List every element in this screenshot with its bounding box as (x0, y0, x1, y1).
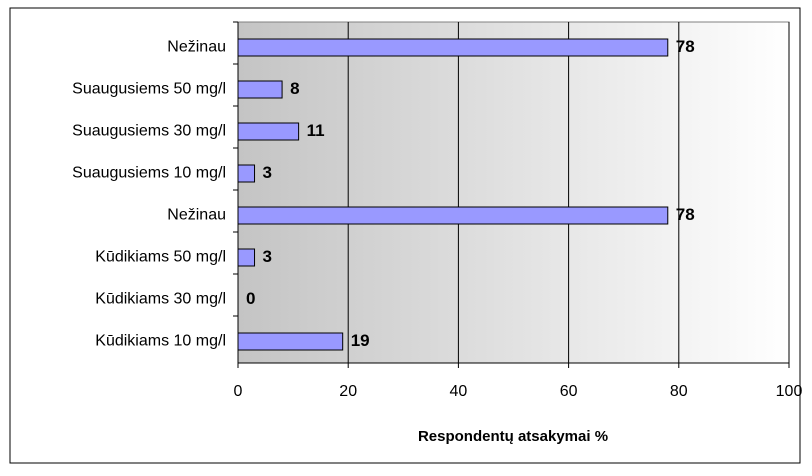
value-label: 78 (676, 37, 695, 56)
bar (237, 164, 256, 183)
y-tick-label: Nežinau (167, 207, 226, 224)
y-tick-label: Kūdikiams 10 mg/l (95, 333, 226, 350)
y-tick-label: Suaugusiems 50 mg/l (72, 81, 226, 98)
bar (237, 206, 669, 225)
x-tick-label: 60 (560, 383, 578, 400)
bar (237, 248, 256, 267)
plot-area (237, 21, 790, 364)
bar (237, 80, 283, 99)
y-tick-label: Kūdikiams 50 mg/l (95, 249, 226, 266)
y-tick-label: Kūdikiams 30 mg/l (95, 291, 226, 308)
bar (237, 122, 300, 141)
y-tick-label: Suaugusiems 10 mg/l (72, 165, 226, 182)
y-tick-label: Suaugusiems 30 mg/l (72, 123, 226, 140)
x-axis-label: Respondentų atsakymai % (418, 428, 608, 445)
value-label: 0 (246, 289, 255, 308)
x-tick-label: 80 (670, 383, 688, 400)
y-tick-label: Nežinau (167, 39, 226, 56)
value-label: 19 (351, 331, 370, 350)
x-tick-label: 100 (776, 383, 803, 400)
x-tick-label: 20 (339, 383, 357, 400)
value-label: 8 (290, 79, 299, 98)
bar (237, 332, 344, 351)
bar (237, 38, 669, 57)
value-label: 3 (263, 247, 272, 266)
x-tick-label: 40 (450, 383, 468, 400)
value-label: 78 (676, 205, 695, 224)
value-label: 3 (263, 163, 272, 182)
x-tick-label: 0 (234, 383, 243, 400)
value-label: 11 (307, 121, 325, 140)
